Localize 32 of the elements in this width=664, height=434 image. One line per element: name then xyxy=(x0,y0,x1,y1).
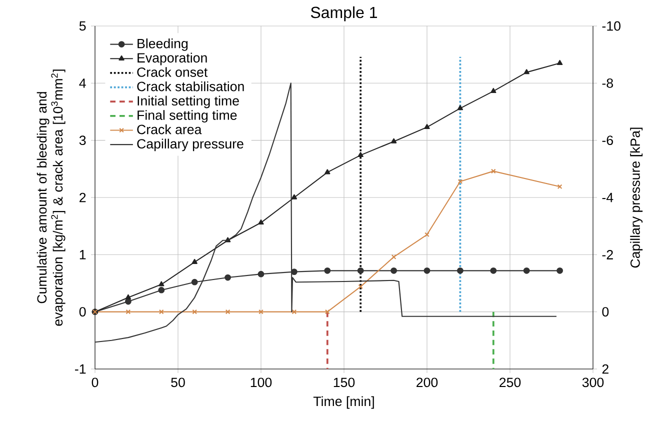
legend-label: Crack stabilisation xyxy=(137,81,244,92)
y2-tick-label: 2 xyxy=(602,364,608,374)
y2-tick-label: -8 xyxy=(602,78,613,88)
legend-label: Final setting time xyxy=(138,110,237,123)
y2-tick-label: -4 xyxy=(602,192,614,202)
x-tick-label: 150 xyxy=(334,378,355,388)
y-tick-label: 2 xyxy=(80,192,86,202)
legend-label: Bleeding xyxy=(138,38,188,51)
legend-label: Evaporation xyxy=(138,52,207,66)
y2-tick-label: -10 xyxy=(602,21,620,31)
legend-label: Crack area xyxy=(137,124,202,134)
y-tick-label: 3 xyxy=(79,136,86,146)
y-tick-label: 4 xyxy=(79,78,86,88)
x-tick-label: 0 xyxy=(92,378,98,388)
x-tick-label: 200 xyxy=(416,378,438,388)
y-tick-label: 0 xyxy=(79,307,86,317)
legend-label: Crack onset xyxy=(137,67,208,77)
x-tick-label: 250 xyxy=(500,378,521,388)
x-tick-label: 300 xyxy=(582,378,604,388)
x-tick-label: 100 xyxy=(250,378,272,388)
legend-label: Capillary pressure xyxy=(137,138,244,152)
y2-tick-label: -2 xyxy=(602,250,613,260)
x-tick-label: 50 xyxy=(171,378,185,388)
x-axis-title: Time [min] xyxy=(313,396,374,409)
y2-axis-title: Capillary pressure [kPa] xyxy=(630,128,643,268)
y-tick-label: 1 xyxy=(80,250,86,260)
chart-title: Sample 1 xyxy=(310,6,377,22)
y2-tick-label: -6 xyxy=(602,136,613,146)
legend-label: Initial setting time xyxy=(138,96,239,108)
y2-tick-label: 0 xyxy=(602,307,609,317)
y-tick-label: -1 xyxy=(75,364,86,374)
y-tick-label: 5 xyxy=(79,21,86,31)
